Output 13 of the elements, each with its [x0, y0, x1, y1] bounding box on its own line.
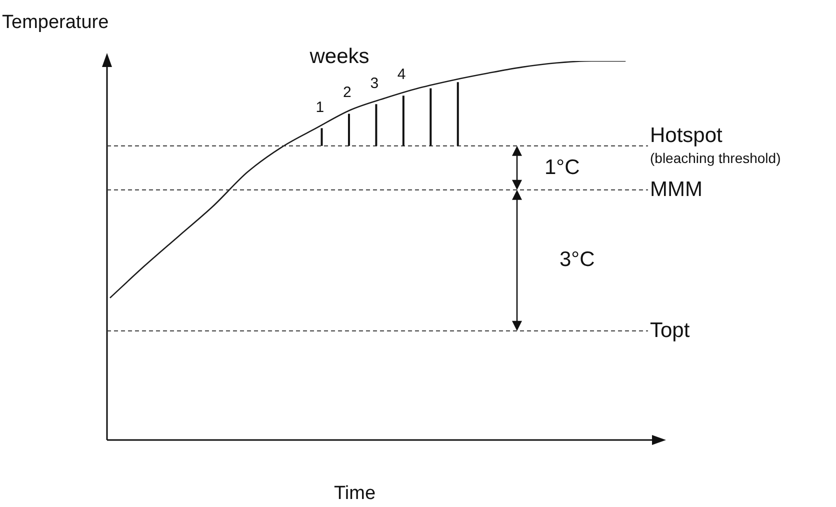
- annotation: 3°C: [560, 248, 595, 272]
- text: (bleaching threshold): [650, 150, 781, 166]
- annotation: weeks: [310, 45, 370, 70]
- annotation: 2: [342, 84, 352, 102]
- y-axis-title: Temperature: [2, 12, 109, 34]
- ref-line-label: Hotspot: [650, 124, 722, 148]
- annotation: 4: [397, 66, 406, 84]
- x-axis-title: Time: [334, 483, 376, 505]
- ref-line-label: Topt: [650, 318, 690, 343]
- annotation: 1: [316, 98, 324, 116]
- annotation: 3: [370, 74, 379, 92]
- annotation: 1°C: [544, 156, 580, 180]
- ref-line-label: MMM: [650, 178, 702, 202]
